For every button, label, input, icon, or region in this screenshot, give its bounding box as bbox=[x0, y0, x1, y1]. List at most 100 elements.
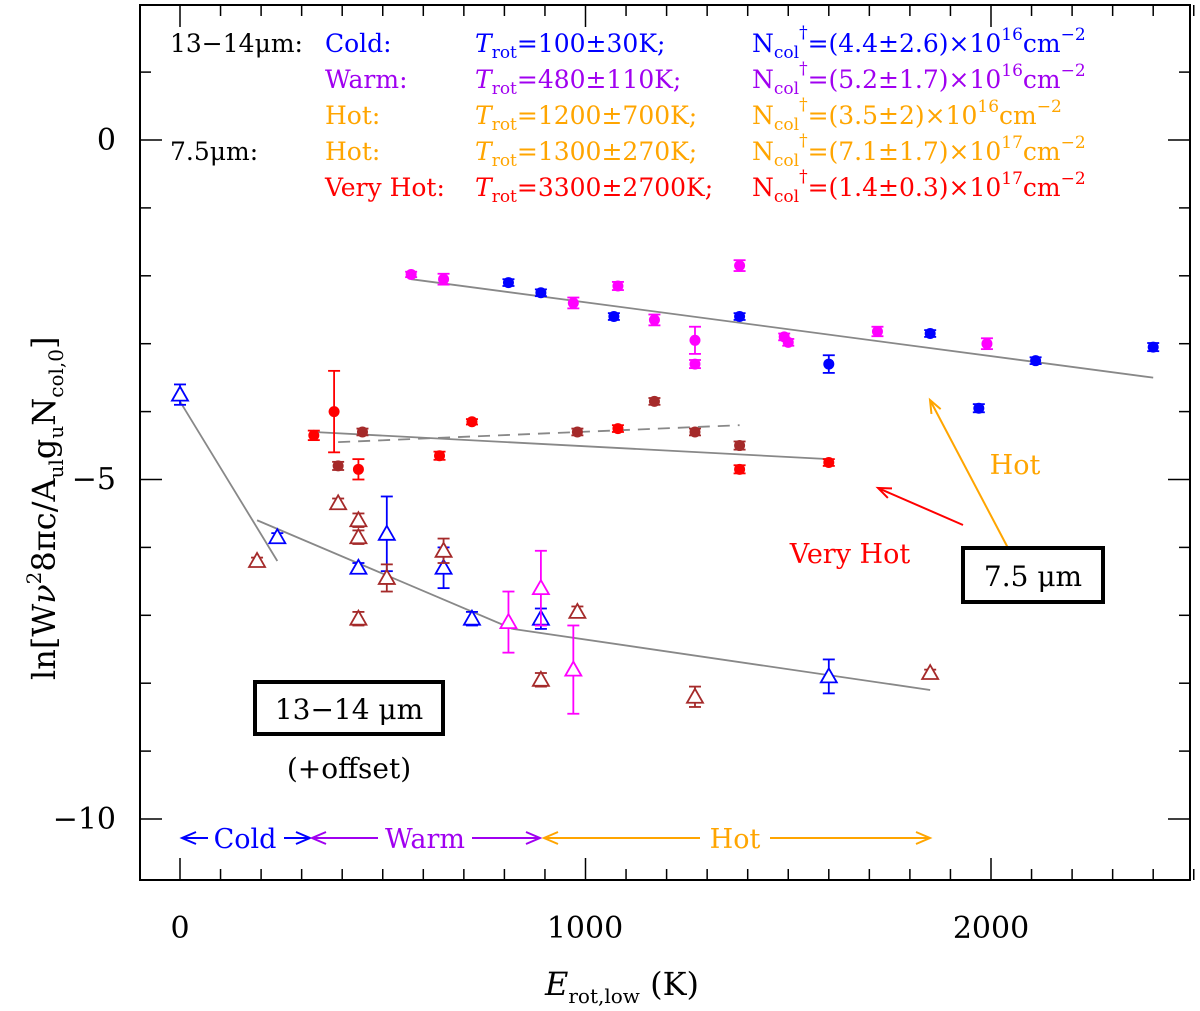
hot-arrow bbox=[928, 397, 1009, 549]
point-marker bbox=[377, 524, 397, 541]
point-marker bbox=[981, 338, 993, 350]
range-cold-label: Cold bbox=[214, 824, 277, 855]
magenta-dots-point bbox=[648, 313, 661, 327]
x-axis-label: Erot,low (K) bbox=[544, 965, 699, 1008]
point-marker bbox=[531, 578, 551, 596]
legend-ncol: Ncol†=(3.5±2)×1016cm−2 bbox=[752, 95, 1062, 135]
magenta-dots-point bbox=[567, 296, 580, 310]
brown-triangles-point bbox=[567, 602, 587, 619]
point-marker bbox=[434, 540, 454, 558]
brown-dots-point bbox=[332, 460, 345, 472]
blue-triangles-point bbox=[170, 383, 190, 406]
point-marker bbox=[267, 527, 287, 545]
range-head bbox=[915, 831, 933, 845]
data-points bbox=[170, 259, 1160, 715]
point-marker bbox=[170, 384, 190, 402]
point-marker bbox=[405, 268, 417, 280]
legend-ncol: Ncol†=(1.4±0.3)×1017cm−2 bbox=[752, 167, 1086, 207]
y-tick-label: 0 bbox=[97, 123, 116, 158]
point-marker bbox=[328, 406, 340, 418]
point-marker bbox=[689, 426, 701, 438]
legend-ncol: Ncol†=(7.1±1.7)×1017cm−2 bbox=[752, 131, 1086, 171]
point-marker bbox=[567, 297, 579, 309]
magenta-triangles-point bbox=[563, 624, 583, 715]
range-head bbox=[541, 831, 559, 845]
axis-ticks bbox=[140, 5, 1195, 880]
very-hot-arrow-label: Very Hot bbox=[789, 539, 911, 570]
blue-dots-point bbox=[972, 402, 985, 414]
blue-dots-point bbox=[822, 354, 835, 374]
fit-75-hot bbox=[411, 278, 1154, 379]
legend-ncol: Ncol†=(5.2±1.7)×1016cm−2 bbox=[752, 59, 1086, 99]
point-marker bbox=[466, 416, 478, 428]
blue-dots-point bbox=[502, 277, 515, 289]
point-marker bbox=[563, 659, 583, 677]
magenta-triangles-point bbox=[531, 549, 551, 627]
red-dots-point bbox=[611, 423, 624, 435]
arrow-shaft bbox=[877, 487, 964, 526]
legend-trot: Trot=100±30K; bbox=[475, 29, 665, 63]
point-marker bbox=[348, 527, 368, 545]
range-head bbox=[179, 831, 197, 845]
point-marker bbox=[823, 457, 835, 469]
brown-triangles-point bbox=[434, 537, 454, 564]
fit-13-cold bbox=[179, 400, 279, 562]
plot-frame bbox=[139, 4, 1191, 881]
point-marker bbox=[734, 463, 746, 475]
point-marker bbox=[247, 551, 267, 568]
red-dots-point bbox=[465, 416, 478, 428]
brown-dots-point bbox=[733, 440, 746, 452]
legend-name: Warm: bbox=[325, 65, 408, 94]
point-marker bbox=[348, 557, 368, 575]
point-marker bbox=[502, 277, 514, 289]
blue-dots-point bbox=[534, 287, 547, 299]
point-marker bbox=[823, 358, 835, 370]
point-marker bbox=[1030, 355, 1042, 367]
point-marker bbox=[734, 440, 746, 452]
brown-triangles-point bbox=[348, 527, 368, 545]
y-axis-label: ln[Wν28πc/AulguNcol,0] bbox=[22, 337, 68, 680]
legend-name: Hot: bbox=[325, 137, 380, 166]
point-marker bbox=[871, 325, 883, 337]
point-marker bbox=[571, 426, 583, 438]
point-marker bbox=[689, 334, 701, 346]
brown-triangles-point bbox=[531, 669, 551, 688]
fit-lines bbox=[179, 278, 1154, 691]
range-warm-arrow bbox=[309, 831, 543, 845]
range-head bbox=[309, 831, 327, 845]
legend-rows: Cold: Trot=100±30K; Ncol†=(4.4±2.6)×1016cm… bbox=[324, 23, 1086, 207]
arrow-head bbox=[928, 397, 942, 415]
magenta-dots-point bbox=[733, 259, 746, 272]
point-marker bbox=[377, 568, 397, 585]
point-marker bbox=[920, 663, 940, 680]
very-hot-arrow bbox=[875, 486, 964, 526]
range-hot-arrow bbox=[541, 831, 933, 845]
arrow-head bbox=[875, 486, 893, 499]
x-tick-label: 1000 bbox=[547, 911, 623, 946]
legend-trot: Trot=480±110K; bbox=[475, 65, 681, 99]
point-marker bbox=[332, 460, 344, 472]
magenta-dots-point bbox=[688, 325, 701, 355]
point-marker bbox=[348, 608, 368, 626]
annotations bbox=[179, 397, 1009, 845]
point-marker bbox=[535, 287, 547, 299]
blue-dots-point bbox=[607, 311, 620, 323]
brown-dots-point bbox=[356, 426, 369, 438]
brown-triangles-point bbox=[377, 563, 397, 593]
magenta-dots-point bbox=[980, 337, 993, 351]
point-marker bbox=[498, 612, 519, 629]
legend-trot: Trot=1300±270K; bbox=[475, 137, 697, 171]
magenta-dots-point bbox=[782, 336, 795, 348]
point-marker bbox=[328, 493, 348, 511]
magenta-dots-point bbox=[688, 358, 701, 370]
fit-75-veryhot bbox=[313, 431, 829, 461]
fit-13-hot bbox=[512, 627, 931, 691]
hot-arrow-label: Hot bbox=[990, 450, 1041, 481]
legend-name: Cold: bbox=[325, 29, 392, 58]
point-marker bbox=[608, 311, 620, 323]
offset-note: (+offset) bbox=[287, 752, 411, 785]
blue-dots-point bbox=[733, 311, 746, 323]
fit-75-dashed bbox=[338, 424, 740, 444]
point-marker bbox=[612, 423, 624, 435]
